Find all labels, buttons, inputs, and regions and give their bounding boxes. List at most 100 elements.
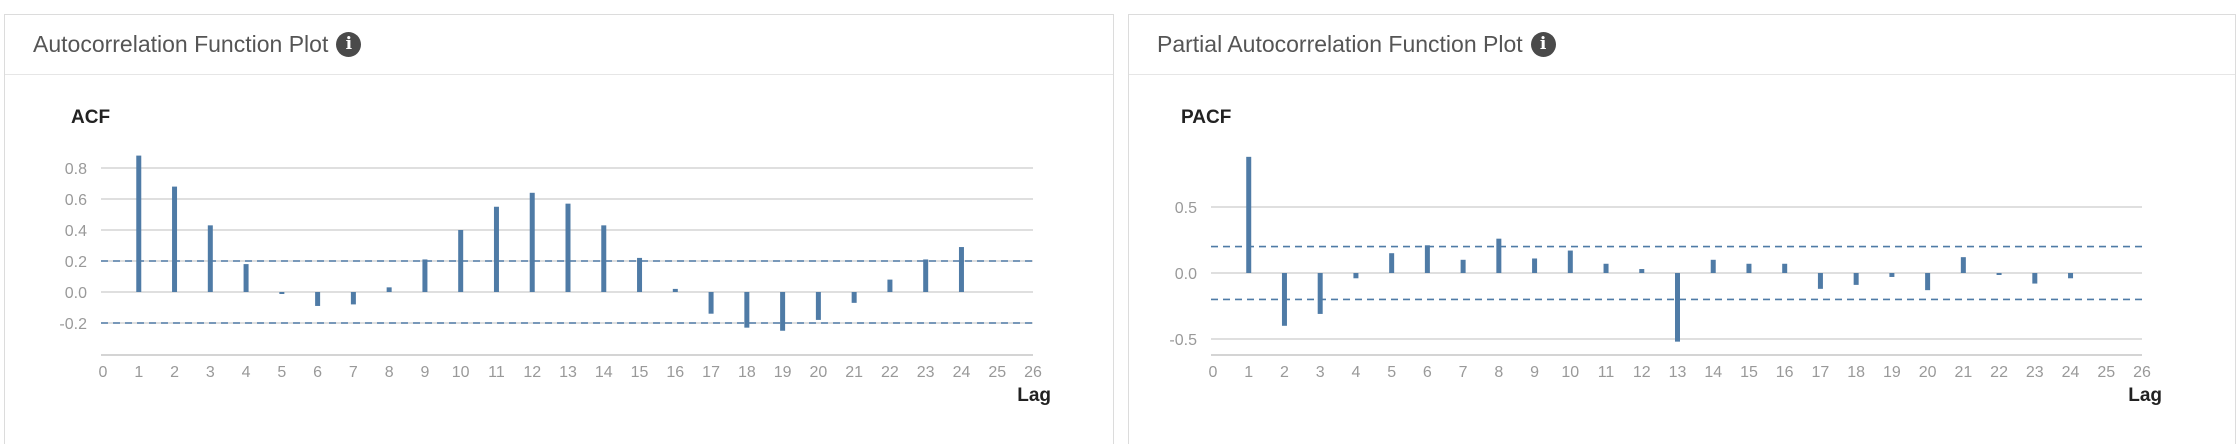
acf-bar bbox=[1675, 273, 1680, 342]
x-tick-label: 13 bbox=[1669, 364, 1687, 381]
x-tick-label: 4 bbox=[242, 364, 251, 381]
x-tick-label: 13 bbox=[559, 364, 577, 381]
x-tick-label: 5 bbox=[277, 364, 286, 381]
x-tick-label: 4 bbox=[1351, 364, 1360, 381]
x-tick-label: 0 bbox=[1209, 364, 1218, 381]
acf-bar bbox=[1853, 273, 1859, 285]
acf-bar bbox=[172, 186, 178, 292]
acf-bar bbox=[958, 247, 964, 292]
x-tick-label: 0 bbox=[99, 364, 108, 381]
y-tick-label: 0.4 bbox=[65, 223, 87, 240]
x-tick-label: 12 bbox=[523, 364, 541, 381]
x-tick-label: 24 bbox=[2062, 364, 2080, 381]
acf-bar bbox=[565, 203, 571, 292]
x-tick-label: 19 bbox=[1883, 364, 1901, 381]
acf-bar bbox=[1567, 250, 1573, 273]
acf-bar bbox=[1496, 238, 1502, 273]
x-tick-label: 3 bbox=[206, 364, 215, 381]
acf-bar bbox=[350, 292, 356, 305]
acf-bar bbox=[1281, 273, 1287, 326]
x-tick-label: 23 bbox=[2026, 364, 2044, 381]
x-tick-label: 20 bbox=[809, 364, 827, 381]
x-tick-label: 1 bbox=[134, 364, 143, 381]
x-tick-label: 10 bbox=[1561, 364, 1579, 381]
x-tick-label: 12 bbox=[1633, 364, 1651, 381]
x-tick-label: 1 bbox=[1244, 364, 1253, 381]
acf-bar bbox=[1603, 263, 1609, 273]
info-icon[interactable]: i bbox=[336, 32, 362, 57]
x-tick-label: 8 bbox=[1494, 364, 1503, 381]
x-tick-label: 3 bbox=[1316, 364, 1325, 381]
info-icon[interactable]: i bbox=[1530, 32, 1556, 57]
x-tick-label: 14 bbox=[595, 364, 613, 381]
y-tick-label: 0.5 bbox=[1175, 200, 1197, 217]
acf-bar bbox=[1996, 273, 2002, 275]
x-tick-label: 21 bbox=[845, 364, 863, 381]
acf-panel-title: Autocorrelation Function Plot bbox=[33, 31, 329, 57]
acf-bar bbox=[2068, 273, 2074, 279]
x-tick-label: 21 bbox=[1954, 364, 1972, 381]
x-tick-label: 22 bbox=[1990, 364, 2008, 381]
pacf-chart: PACF-0.50.00.50 1 2 3 4 5 6 7 8 9 10 11 12 13 14 15 16 17… bbox=[1169, 107, 2162, 406]
y-tick-label: 0.0 bbox=[65, 285, 87, 302]
acf-bar bbox=[815, 292, 821, 320]
acf-bar bbox=[780, 292, 786, 331]
x-axis-title: Lag bbox=[2128, 385, 2162, 406]
x-tick-label: 7 bbox=[1459, 364, 1468, 381]
acf-bar bbox=[601, 225, 607, 292]
acf-bar bbox=[744, 292, 750, 328]
x-tick-label: 11 bbox=[488, 364, 505, 381]
x-tick-label: 26 bbox=[2133, 364, 2151, 381]
acf-bar bbox=[637, 257, 643, 292]
acf-bar bbox=[1925, 273, 1931, 291]
pacf-panel: Partial Autocorrelation Function Plot i … bbox=[1128, 14, 2236, 444]
chart-title: PACF bbox=[1181, 107, 1231, 128]
acf-bar bbox=[1710, 259, 1716, 273]
y-tick-label: -0.2 bbox=[59, 316, 87, 333]
x-tick-label: 24 bbox=[953, 364, 971, 381]
acf-bar bbox=[672, 288, 678, 292]
pacf-panel-header: Partial Autocorrelation Function Plot i bbox=[1129, 15, 2235, 75]
x-tick-label: 5 bbox=[1387, 364, 1396, 381]
x-tick-label: 15 bbox=[631, 364, 649, 381]
acf-bar bbox=[1246, 156, 1252, 273]
x-tick-label: 18 bbox=[1847, 364, 1865, 381]
x-tick-label: 25 bbox=[2097, 364, 2115, 381]
acf-bar bbox=[136, 155, 142, 292]
acf-bar bbox=[923, 259, 929, 292]
x-tick-label: 16 bbox=[666, 364, 684, 381]
x-tick-label: 6 bbox=[1423, 364, 1432, 381]
acf-bar bbox=[1782, 263, 1788, 273]
acf-bar bbox=[1746, 263, 1752, 273]
acf-bar bbox=[887, 279, 893, 292]
x-tick-label: 10 bbox=[452, 364, 470, 381]
acf-bar bbox=[1532, 258, 1538, 273]
acf-bar bbox=[386, 287, 392, 292]
y-tick-label: -0.5 bbox=[1169, 332, 1197, 349]
x-tick-label: 2 bbox=[170, 364, 179, 381]
acf-bar bbox=[1389, 253, 1395, 273]
x-tick-label: 6 bbox=[313, 364, 322, 381]
acf-bar bbox=[1424, 245, 1430, 273]
x-tick-label: 9 bbox=[420, 364, 429, 381]
x-tick-label: 17 bbox=[1812, 364, 1830, 381]
x-tick-label: 11 bbox=[1598, 364, 1615, 381]
acf-panel: Autocorrelation Function Plot i ACF -0.2 0… bbox=[4, 14, 1114, 444]
acf-bar bbox=[1889, 273, 1895, 277]
acf-bar bbox=[422, 259, 428, 292]
x-tick-label: 25 bbox=[988, 364, 1006, 381]
x-tick-label: 2 bbox=[1280, 364, 1289, 381]
acf-bar bbox=[279, 292, 285, 294]
y-tick-label: 0.6 bbox=[65, 192, 87, 209]
x-tick-label: 26 bbox=[1024, 364, 1042, 381]
acf-bar bbox=[458, 230, 464, 292]
x-tick-label: 22 bbox=[881, 364, 899, 381]
acf-bar bbox=[315, 292, 321, 306]
x-tick-label: 7 bbox=[349, 364, 358, 381]
acf-chart: ACF-0.20.00.20.40.60.80 1 2 3 4 5 6 7 8 9 10 11 12 13… bbox=[59, 107, 1051, 406]
acf-bar bbox=[708, 292, 714, 314]
x-axis-title: Lag bbox=[1017, 385, 1051, 406]
y-tick-label: 0.2 bbox=[65, 254, 87, 271]
x-tick-label: 18 bbox=[738, 364, 756, 381]
acf-bar bbox=[243, 264, 249, 292]
